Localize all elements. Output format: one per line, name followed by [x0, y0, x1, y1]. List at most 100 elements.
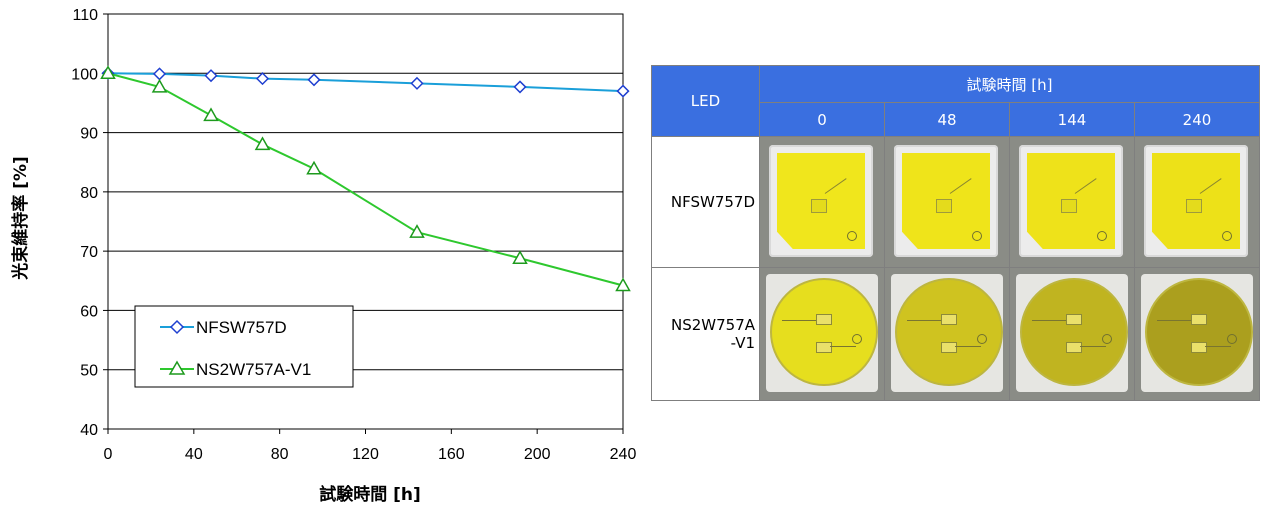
led-photo: [1134, 136, 1260, 268]
led-die: [1066, 314, 1082, 325]
x-tick-label: 160: [438, 446, 465, 463]
table-row-nfsw757d: NFSW757D: [651, 136, 1260, 268]
table-row-ns2w757a: NS2W757A -V1: [651, 267, 1260, 401]
led-frame: [1019, 145, 1123, 257]
phosphor-disc: [770, 278, 878, 386]
phosphor-disc: [1145, 278, 1253, 386]
axes: [103, 13, 624, 434]
y-tick-label: 80: [80, 185, 98, 202]
y-tick-label: 40: [80, 422, 98, 439]
phosphor-disc: [1020, 278, 1128, 386]
x-tick-label: 40: [185, 446, 203, 463]
phosphor-area: [1027, 153, 1115, 249]
led-die: [1066, 342, 1082, 353]
series-line-1: [107, 72, 624, 287]
legend-label-ns2w757a: NS2W757A-V1: [196, 360, 311, 379]
bond-wire: [1199, 178, 1222, 194]
row-label-nfsw757d: NFSW757D: [651, 136, 760, 268]
led-die: [936, 199, 952, 213]
tick-labels: 40 50 60 70 80 90 100 110 0 40 80 120 160 200 240: [71, 7, 636, 463]
test-time-header: 試験時間 [h]: [759, 65, 1260, 103]
hour-header: 144: [1009, 102, 1135, 137]
led-frame: [766, 274, 878, 392]
led-frame: [1016, 274, 1128, 392]
led-photo: [884, 136, 1010, 268]
led-photo: [1009, 267, 1135, 401]
y-tick-label: 70: [80, 244, 98, 261]
lumen-maintenance-chart: 40 50 60 70 80 90 100 110 0 40 80 120 160 200 240 試験時間…: [10, 7, 636, 505]
data-point-diamond: [255, 72, 270, 86]
y-tick-label: 90: [80, 126, 98, 143]
data-point-diamond: [204, 69, 218, 83]
data-point-triangle: [151, 78, 168, 93]
data-point-triangle: [615, 277, 631, 292]
data-point-diamond: [307, 73, 321, 87]
led-die: [1186, 199, 1202, 213]
data-point-diamond: [616, 84, 630, 98]
bond-pad: [1097, 231, 1107, 241]
led-frame: [891, 274, 1003, 392]
bond-wire: [824, 178, 847, 194]
y-tick-label: 110: [72, 7, 98, 24]
legend-label-nfsw757d: NFSW757D: [196, 318, 287, 337]
phosphor-area: [902, 153, 990, 249]
series-layer: [100, 65, 631, 292]
x-tick-label: 80: [271, 446, 289, 463]
bond-wire: [907, 320, 941, 321]
phosphor-area: [777, 153, 865, 249]
x-tick-label: 120: [352, 446, 379, 463]
x-tick-label: 0: [104, 446, 113, 463]
bond-wire: [830, 346, 856, 347]
phosphor-disc: [895, 278, 1003, 386]
legend: NFSW757D NS2W757A-V1: [134, 305, 354, 388]
bond-pad: [1227, 334, 1237, 344]
data-point-triangle: [254, 136, 271, 151]
led-header: LED: [651, 65, 760, 137]
led-frame: [769, 145, 873, 257]
hour-header: 48: [884, 102, 1010, 137]
led-die: [941, 314, 957, 325]
y-tick-label: 100: [71, 66, 98, 83]
x-tick-label: 240: [610, 446, 637, 463]
data-point-diamond: [410, 76, 424, 90]
bond-pad: [1102, 334, 1112, 344]
y-axis-label: 光束維持率 [%]: [10, 156, 31, 281]
data-point-triangle: [512, 250, 528, 265]
x-tick-label: 200: [524, 446, 551, 463]
bond-wire: [1205, 346, 1231, 347]
bond-wire: [1157, 320, 1191, 321]
led-photo-table: LED 試験時間 [h] 0 48 144 240 NFSW757D NS2W7…: [651, 65, 1260, 401]
led-die: [811, 199, 827, 213]
data-point-triangle: [306, 160, 322, 175]
hour-header: 0: [759, 102, 885, 137]
bond-pad: [977, 334, 987, 344]
bond-pad: [847, 231, 857, 241]
data-point-triangle: [100, 65, 116, 80]
bond-wire: [1080, 346, 1106, 347]
plot-frame: [107, 13, 624, 430]
led-photo: [884, 267, 1010, 401]
bond-pad: [972, 231, 982, 241]
row-label-ns2w757a: NS2W757A -V1: [651, 267, 760, 401]
data-point-triangle: [409, 224, 425, 238]
row-label-line: NS2W757A: [670, 316, 755, 334]
led-photo: [1009, 136, 1135, 268]
bond-pad: [1222, 231, 1232, 241]
led-frame: [1144, 145, 1248, 257]
series-line-0: [107, 72, 624, 93]
legend-marker-triangle: [168, 360, 186, 375]
x-axis-label: 試験時間 [h]: [319, 484, 421, 505]
bond-wire: [1074, 178, 1097, 194]
led-die: [816, 342, 832, 353]
led-photo: [1134, 267, 1260, 401]
led-frame: [1141, 274, 1253, 392]
legend-marker-diamond: [169, 319, 185, 335]
led-photo: [759, 267, 885, 401]
led-die: [816, 314, 832, 325]
bond-wire: [1032, 320, 1066, 321]
phosphor-area: [1152, 153, 1240, 249]
led-frame: [894, 145, 998, 257]
led-die: [1061, 199, 1077, 213]
led-photo: [759, 136, 885, 268]
data-point-diamond: [513, 80, 527, 94]
